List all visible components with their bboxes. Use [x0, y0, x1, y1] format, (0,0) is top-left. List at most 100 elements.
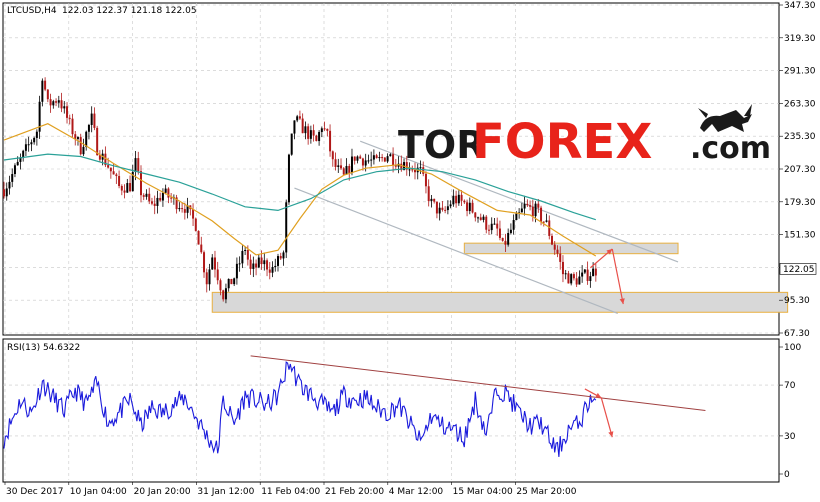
- candle-body: [561, 261, 564, 275]
- moving-average-line: [3, 123, 597, 257]
- candle-body: [383, 157, 386, 162]
- candle-body: [134, 158, 137, 172]
- candle-body: [93, 113, 96, 128]
- current-price-tag: 122.05: [779, 263, 817, 275]
- time-tick-label: 10 Jan 04:00: [70, 487, 127, 497]
- candle-body: [98, 155, 101, 160]
- candle-body: [504, 240, 507, 245]
- candle-body: [279, 256, 282, 259]
- candle-body: [485, 216, 488, 230]
- candle-body: [76, 137, 79, 139]
- candle-body: [364, 160, 367, 166]
- candle-body: [123, 190, 126, 193]
- forecast-arrows: [589, 248, 625, 305]
- candle-body: [441, 207, 444, 210]
- candle-body: [375, 155, 378, 159]
- rsi-grid: [3, 341, 779, 480]
- candle-body: [227, 278, 230, 289]
- candle-body: [592, 268, 595, 277]
- candle-body: [252, 263, 255, 269]
- candle-body: [433, 198, 436, 202]
- candle-body: [82, 146, 85, 155]
- candle-body: [378, 157, 381, 159]
- candle-body: [290, 133, 293, 155]
- candle-body: [570, 274, 573, 284]
- candle-body: [175, 197, 178, 210]
- candle-body: [559, 253, 562, 262]
- candle-body: [487, 229, 490, 231]
- candle-body: [496, 223, 499, 229]
- candle-body: [526, 203, 529, 206]
- candle-body: [60, 100, 63, 109]
- candle-body: [38, 101, 41, 132]
- candle-body: [542, 221, 545, 223]
- current-price-box: [779, 263, 817, 275]
- candle-body: [457, 194, 460, 204]
- channel-line: [294, 187, 618, 314]
- candle-body: [271, 267, 274, 273]
- candle-body: [287, 154, 290, 203]
- candle-body: [545, 220, 548, 222]
- candle-body: [285, 202, 288, 253]
- candle-body: [345, 165, 348, 175]
- chart-header: LTCUSD,H4 122.03 122.37 121.18 122.05: [7, 6, 197, 16]
- candle-body: [326, 128, 329, 131]
- candle-body: [131, 171, 134, 192]
- candle-body: [307, 126, 310, 139]
- arrow-head: [606, 249, 613, 255]
- time-tick-label: 31 Jan 12:00: [197, 487, 254, 497]
- candle-body: [438, 207, 441, 214]
- logo-com: .com: [690, 131, 771, 166]
- candle-body: [55, 101, 58, 103]
- candle-body: [19, 157, 22, 162]
- price-tick-label: 207.30: [784, 165, 816, 175]
- candle-body: [27, 144, 30, 146]
- support-zones: [211, 242, 789, 313]
- candle-body: [474, 212, 477, 218]
- candlesticks: [3, 77, 597, 304]
- candle-body: [534, 203, 537, 217]
- candle-body: [490, 223, 493, 231]
- candle-body: [452, 195, 455, 205]
- candle-body: [192, 209, 195, 219]
- candle-body: [74, 134, 77, 139]
- candle-body: [482, 216, 485, 220]
- candle-body: [329, 130, 332, 152]
- candle-body: [381, 157, 384, 159]
- candle-body: [233, 278, 236, 285]
- candle-body: [8, 181, 11, 189]
- time-tick-label: 4 Mar 12:00: [389, 487, 444, 497]
- candle-body: [586, 269, 589, 281]
- candle-body: [471, 202, 474, 213]
- rsi-series: [3, 361, 597, 457]
- candle-body: [164, 188, 167, 193]
- candle-body: [392, 154, 395, 166]
- candle-body: [353, 156, 356, 161]
- candle-body: [498, 228, 501, 238]
- candle-body: [367, 160, 370, 162]
- candle-body: [118, 176, 121, 187]
- candle-body: [115, 174, 118, 177]
- symbol-label: LTCUSD,H4: [7, 6, 57, 16]
- candle-body: [235, 263, 238, 279]
- price-axis: 347.30 319.30 291.30 263.30 235.30 207.30 179.…: [779, 1, 816, 339]
- candle-body: [203, 252, 206, 273]
- arrow-head: [608, 431, 614, 438]
- candle-body: [334, 159, 337, 167]
- rsi-panel-frame: [2, 338, 780, 483]
- candle-body: [463, 200, 466, 203]
- candle-body: [230, 278, 233, 285]
- candle-body: [435, 201, 438, 214]
- candle-body: [430, 198, 433, 202]
- candle-body: [238, 263, 241, 265]
- candle-body: [578, 276, 581, 285]
- forecast-arrow: [611, 248, 624, 305]
- candle-body: [148, 193, 151, 202]
- candle-body: [515, 213, 518, 221]
- candle-body: [170, 197, 173, 199]
- candle-body: [156, 197, 159, 206]
- candle-body: [400, 163, 403, 171]
- price-tick-label: 319.30: [784, 34, 816, 44]
- rsi-forecast-arrows: [584, 388, 614, 438]
